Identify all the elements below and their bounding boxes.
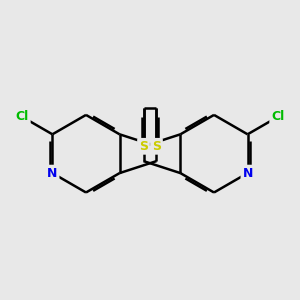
Text: Cl: Cl: [271, 110, 284, 123]
Text: S: S: [152, 140, 161, 153]
Text: N: N: [47, 167, 58, 180]
Text: S: S: [139, 140, 148, 153]
Text: N: N: [242, 167, 253, 180]
Text: Cl: Cl: [16, 110, 29, 123]
